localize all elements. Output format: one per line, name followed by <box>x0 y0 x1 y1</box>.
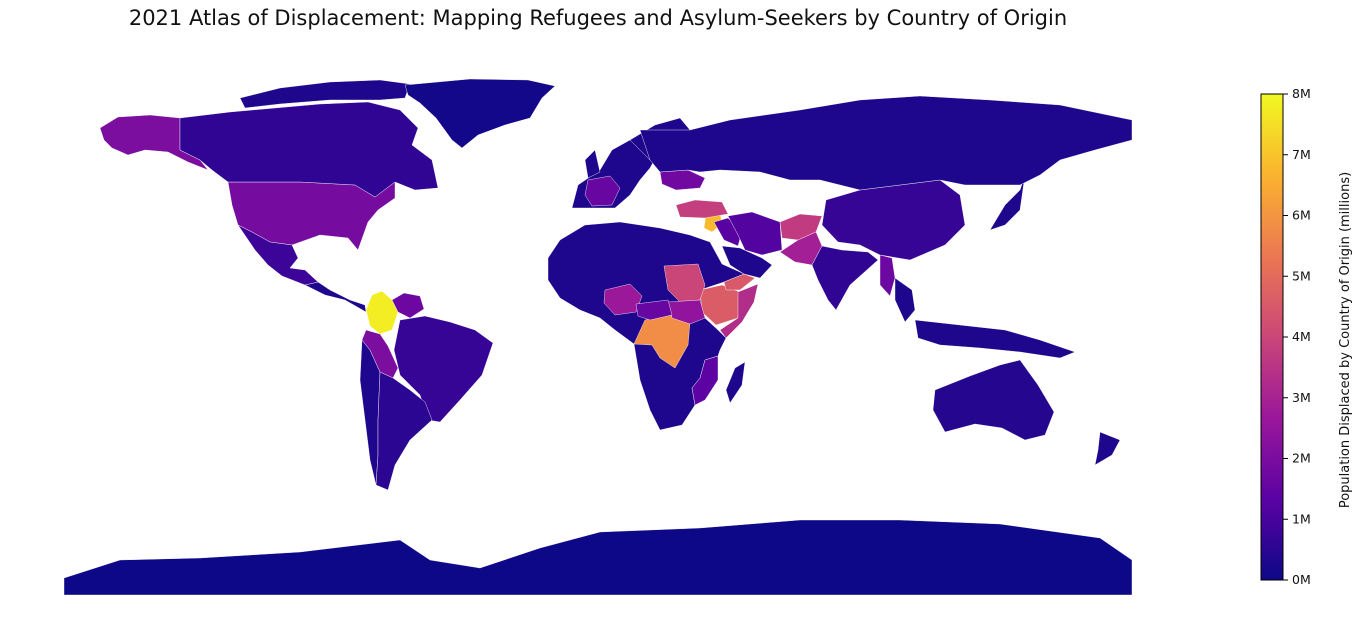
region-venezuela <box>391 292 425 319</box>
region-myanmar <box>879 254 896 297</box>
region-india <box>811 245 879 311</box>
region-argentina <box>375 371 433 491</box>
land-region <box>721 245 773 279</box>
region-central-african-republic <box>635 299 673 321</box>
colorbar-tick-label: 4M <box>1292 329 1311 344</box>
world-map <box>63 78 1133 596</box>
colorbar-tick-label: 6M <box>1292 208 1311 223</box>
land-region <box>584 149 601 179</box>
region-canada <box>179 101 439 198</box>
colorbar-tick-label: 5M <box>1292 268 1311 283</box>
region-australia <box>932 359 1055 441</box>
colorbar-gradient <box>1260 93 1284 581</box>
colorbar-label: Population Displaced by Country of Origi… <box>1338 171 1353 509</box>
region-ukraine <box>659 169 706 191</box>
colorbar-tick-label: 1M <box>1292 511 1311 526</box>
region-iran <box>727 211 783 256</box>
land-region <box>239 79 411 109</box>
region-mozambique <box>691 355 719 406</box>
colorbar-tick-label: 2M <box>1292 451 1311 466</box>
region-somalia <box>719 283 759 339</box>
region-russia <box>639 95 1133 191</box>
land-region <box>989 174 1026 231</box>
region-colombia <box>365 290 399 335</box>
land-region <box>304 281 367 313</box>
region-mexico <box>237 224 319 286</box>
region-brazil <box>393 315 494 423</box>
region-antarctica <box>63 519 1133 596</box>
colorbar: 0M 1M 2M 3M 4M 5M 6M 7M 8M <box>1260 86 1311 587</box>
colorbar-tick-label: 3M <box>1292 390 1311 405</box>
region-france <box>584 175 621 207</box>
land-region <box>1094 431 1121 466</box>
colorbar-tick-label: 7M <box>1292 147 1311 162</box>
region-alaska <box>99 114 209 171</box>
region-china <box>821 179 966 261</box>
region-greenland <box>404 78 556 149</box>
land-region <box>894 277 916 323</box>
colorbar-tick-label: 8M <box>1292 86 1311 101</box>
colorbar-tick-label: 0M <box>1292 572 1311 587</box>
region-turkey <box>675 199 729 219</box>
land-region <box>914 319 1076 359</box>
region-nigeria <box>603 283 643 316</box>
region-yemen <box>723 273 756 291</box>
land-region <box>725 361 746 404</box>
map-title: 2021 Atlas of Displacement: Mapping Refu… <box>128 6 1068 30</box>
